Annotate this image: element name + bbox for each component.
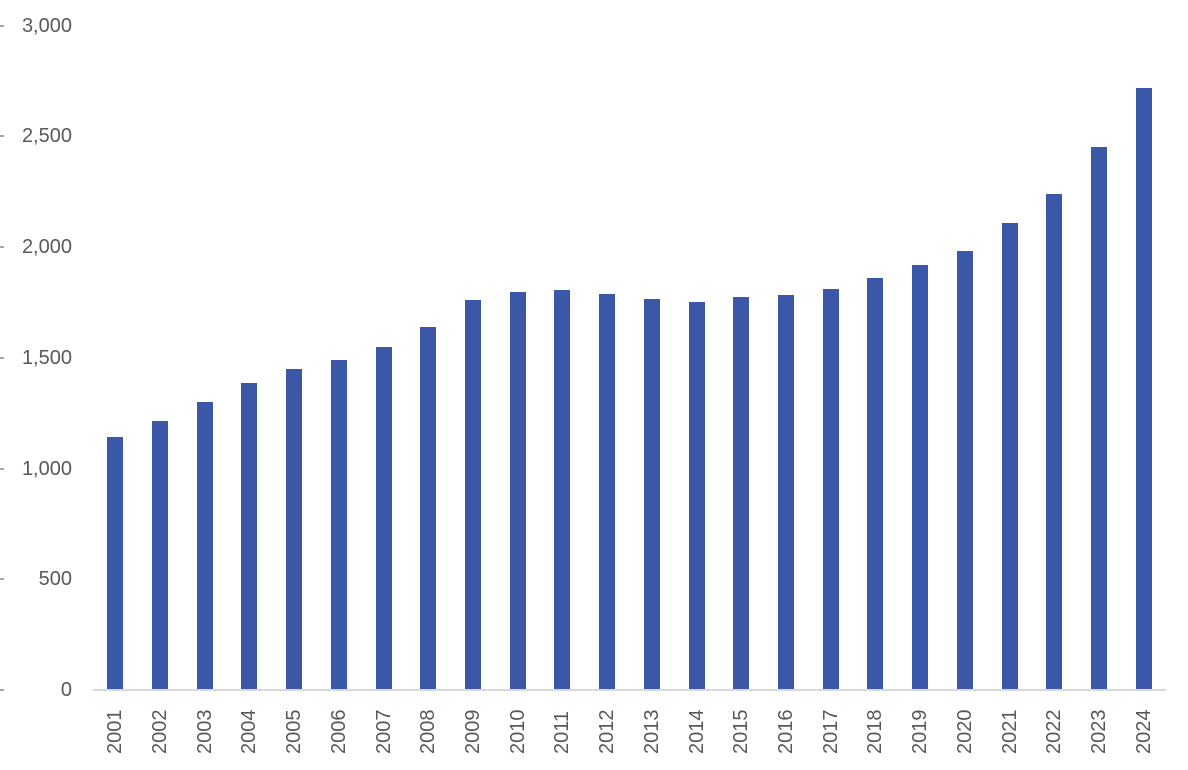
bar-2006: [330, 359, 347, 690]
bar-2016: [777, 294, 794, 690]
x-tick-label: 2020: [953, 709, 976, 755]
y-tick-mark: [0, 135, 4, 138]
y-tick-label: 2,000: [21, 236, 72, 258]
x-tick-label: 2014: [685, 709, 708, 755]
y-tick-mark: [0, 24, 4, 27]
x-axis-line: [93, 689, 1166, 691]
x-tick-label: 2008: [417, 709, 440, 755]
x-tick-label: 2003: [193, 709, 216, 755]
x-tick-label: 2013: [640, 709, 663, 755]
x-tick-label: 2018: [864, 709, 887, 755]
bar-2007: [375, 346, 392, 690]
x-tick-label: 2011: [551, 710, 574, 754]
bar-2022: [1046, 193, 1063, 690]
bar-2021: [1001, 222, 1018, 690]
bar-2008: [420, 326, 437, 690]
y-tick-mark: [0, 578, 4, 581]
x-tick-label: 2010: [506, 709, 529, 755]
x-tick-label: 2024: [1132, 709, 1155, 755]
x-tick-label: 2009: [462, 709, 485, 755]
bar-2002: [152, 420, 169, 690]
bar-2023: [1090, 147, 1107, 690]
y-tick-label: 1,000: [21, 457, 72, 480]
y-tick-mark: [0, 246, 4, 248]
x-tick-label: 2004: [238, 709, 261, 755]
x-tick-label: 2005: [283, 709, 306, 755]
x-tick-label: 2015: [730, 709, 753, 755]
y-tick-mark: [0, 689, 4, 691]
bar-2018: [867, 278, 884, 690]
y-tick-label: 2,500: [21, 125, 72, 148]
bar-2024: [1135, 87, 1152, 690]
bar-2004: [241, 383, 258, 690]
y-tick-mark: [0, 467, 4, 470]
x-tick-label: 2019: [909, 709, 932, 755]
y-tick-label: 3,000: [21, 14, 72, 37]
x-tick-label: 2023: [1087, 709, 1110, 755]
x-tick-label: 2007: [372, 709, 395, 755]
bar-2005: [286, 368, 303, 690]
x-tick-label: 2002: [149, 709, 172, 755]
x-tick-label: 2022: [1043, 709, 1066, 755]
y-tick-label: 1,500: [21, 346, 72, 369]
x-tick-label: 2017: [819, 709, 842, 755]
bar-2013: [643, 299, 660, 690]
bar-2015: [733, 296, 750, 690]
bar-2014: [688, 302, 705, 690]
x-tick-label: 2016: [774, 709, 797, 755]
bar-2011: [554, 290, 571, 690]
x-tick-label: 2001: [104, 709, 127, 755]
bar-2001: [107, 437, 124, 690]
bar-2009: [465, 300, 482, 690]
x-tick-label: 2012: [596, 709, 619, 755]
bar-2017: [822, 289, 839, 690]
y-tick-mark: [0, 356, 4, 359]
bar-2019: [912, 264, 929, 690]
x-tick-label: 2021: [998, 709, 1021, 755]
y-tick-label: 0: [60, 679, 72, 701]
bar-2003: [196, 402, 213, 690]
bar-2020: [956, 251, 973, 690]
bar-2010: [509, 292, 526, 690]
x-tick-label: 2006: [327, 709, 350, 755]
bar-2012: [599, 293, 616, 690]
y-tick-label: 500: [38, 568, 72, 591]
